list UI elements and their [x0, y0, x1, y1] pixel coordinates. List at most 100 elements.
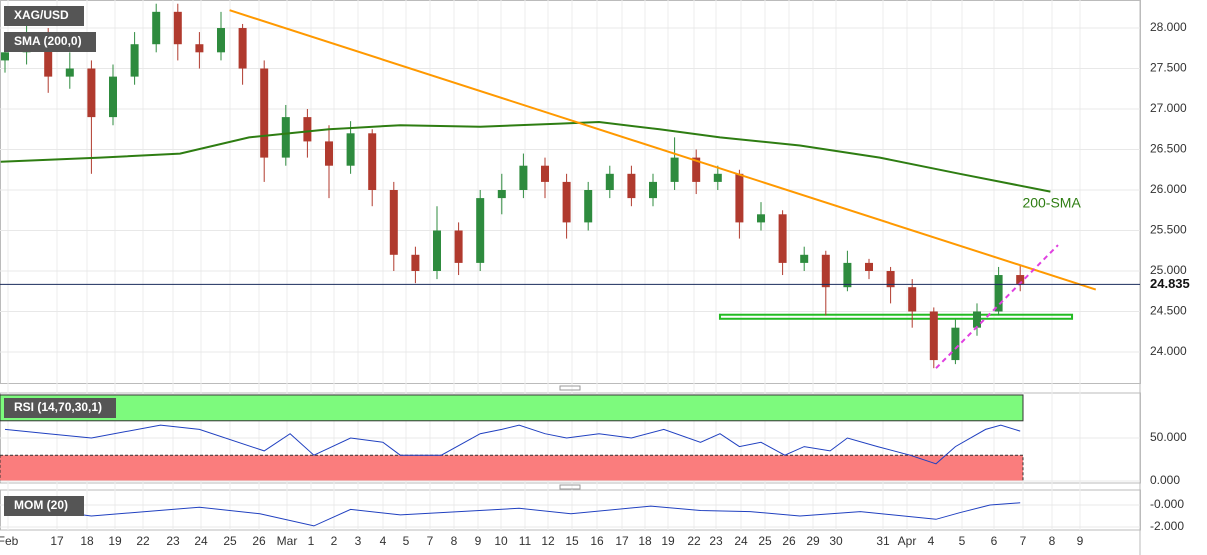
candle-body — [605, 173, 614, 191]
candle-body — [217, 28, 225, 53]
panel-label: MOM (20) — [14, 498, 68, 512]
x-tick-label: 18 — [638, 534, 652, 548]
x-tick-label: 22 — [687, 534, 701, 548]
candle-body — [87, 68, 96, 118]
y-tick-label: 25.500 — [1150, 223, 1187, 237]
x-tick-label: 7 — [1020, 534, 1027, 548]
y-tick-label: 27.500 — [1150, 61, 1187, 75]
candle-body — [195, 44, 204, 53]
candle-body — [1, 52, 9, 61]
candle-body — [152, 11, 161, 45]
x-tick-label: 26 — [252, 534, 266, 548]
trend-line — [229, 9, 1097, 291]
candle-body — [973, 311, 981, 328]
x-tick-label: 30 — [829, 534, 843, 548]
rsi-line — [4, 424, 1021, 465]
x-tick-label: 9 — [475, 534, 482, 548]
x-tick-label: 25 — [758, 534, 772, 548]
x-tick-label: 23 — [166, 534, 180, 548]
x-tick-label: 5 — [403, 534, 410, 548]
candle-body — [735, 173, 744, 223]
candle-body — [109, 76, 117, 118]
candle-body — [821, 254, 830, 288]
candle-body — [519, 165, 528, 191]
y-tick-label: 28.000 — [1150, 20, 1187, 34]
panel-separator — [559, 484, 581, 490]
x-tick-label: 24 — [734, 534, 748, 548]
candle-body — [260, 68, 269, 158]
label-box — [4, 398, 116, 418]
x-tick-label: 16 — [590, 534, 604, 548]
x-tick-label: 23 — [709, 534, 723, 548]
candle-body — [281, 117, 290, 158]
panel-separator — [559, 385, 581, 391]
x-tick-label: 3 — [355, 534, 362, 548]
panel-label: SMA (200,0) — [14, 34, 82, 48]
x-tick-label: 24 — [194, 534, 208, 548]
candle-body — [562, 181, 571, 223]
candle-body — [541, 165, 549, 182]
candle-body — [44, 36, 53, 77]
x-tick-label: 6 — [991, 534, 998, 548]
candle-body — [865, 262, 873, 271]
x-tick-label: 11 — [519, 534, 532, 548]
x-tick-label: 4 — [928, 534, 935, 548]
candle-body — [929, 311, 938, 361]
candle-body — [389, 190, 398, 255]
x-tick-label: 12 — [541, 534, 555, 548]
candle-body — [951, 327, 960, 361]
last-price-badge — [1141, 275, 1207, 294]
label-box — [4, 496, 84, 516]
candle-body — [886, 270, 895, 288]
x-tick-label: 22 — [136, 534, 150, 548]
candle-body — [454, 230, 463, 263]
rsi-oversold-band — [0, 454, 1024, 482]
sma-line — [0, 120, 1051, 193]
support-line — [935, 244, 1059, 369]
y-tick-label: 26.500 — [1150, 142, 1187, 156]
panel-label: XAG/USD — [14, 8, 69, 22]
mom-tick-label: -2.000 — [1150, 519, 1184, 533]
candle-body — [670, 157, 679, 182]
support-zone — [718, 313, 1074, 320]
x-tick-label: Apr — [898, 534, 917, 548]
candle-body — [994, 275, 1003, 312]
candle-body — [692, 157, 701, 182]
candle-body — [757, 214, 765, 223]
label-box — [4, 32, 96, 52]
rsi-overbought-band — [0, 394, 1024, 422]
x-tick-label: 26 — [782, 534, 796, 548]
candle-body — [584, 190, 593, 223]
candle-body — [238, 28, 247, 69]
x-tick-label: 19 — [661, 534, 675, 548]
x-tick-label: 7 — [427, 534, 434, 548]
x-tick-label: 18 — [80, 534, 94, 548]
rsi-tick-label: 50.000 — [1150, 430, 1187, 444]
rsi-tick-label: 0.000 — [1150, 473, 1180, 487]
candle-body — [778, 214, 787, 263]
candle-body — [1016, 275, 1025, 284]
x-tick-label: 29 — [806, 534, 820, 548]
x-tick-label: Mar — [277, 534, 298, 548]
candle-body — [433, 230, 441, 271]
candle-body — [800, 254, 809, 263]
x-tick-label: 9 — [1077, 534, 1084, 548]
last-price-label: 24.835 — [1150, 276, 1190, 291]
x-tick-label: 19 — [108, 534, 122, 548]
panel-label: RSI (14,70,30,1) — [14, 400, 102, 414]
sma-annotation: 200-SMA — [1022, 194, 1081, 210]
candle-body — [843, 262, 852, 288]
y-tick-label: 24.500 — [1150, 304, 1187, 318]
y-tick-label: 27.000 — [1150, 101, 1187, 115]
candle-body — [346, 133, 355, 166]
candle-body — [627, 173, 636, 199]
x-tick-label: 25 — [223, 534, 237, 548]
candle-body — [476, 198, 485, 263]
x-tick-label: 17 — [615, 534, 629, 548]
y-tick-label: 24.000 — [1150, 344, 1187, 358]
candle-body — [908, 287, 917, 312]
candle-body — [411, 254, 420, 271]
candle-body — [303, 117, 312, 142]
candle-body — [649, 181, 657, 199]
